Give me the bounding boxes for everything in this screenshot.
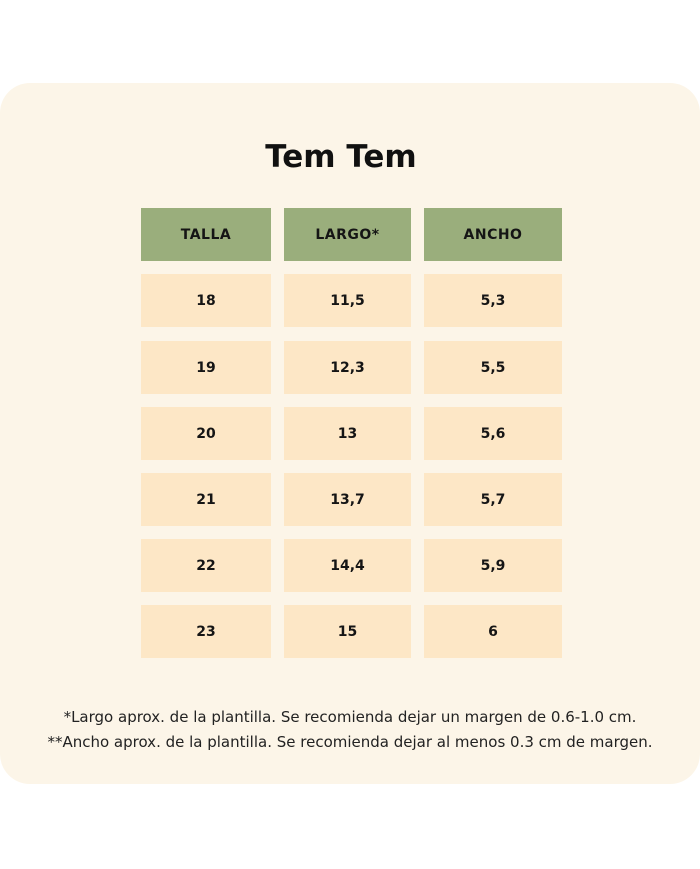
- cell-talla: 23: [141, 605, 271, 658]
- cell-talla: 18: [141, 274, 271, 327]
- size-chart-card: Tem Tem TALLA LARGO* ANCHO 18 11,5 5,3 1…: [0, 83, 700, 784]
- cell-ancho: 5,3: [424, 274, 562, 327]
- cell-ancho: 5,7: [424, 473, 562, 526]
- cell-talla: 20: [141, 407, 271, 460]
- cell-ancho: 5,5: [424, 341, 562, 394]
- cell-ancho: 5,6: [424, 407, 562, 460]
- footnote-ancho: **Ancho aprox. de la plantilla. Se recom…: [47, 733, 653, 751]
- footnotes: *Largo aprox. de la plantilla. Se recomi…: [0, 705, 700, 755]
- cell-largo: 11,5: [284, 274, 411, 327]
- cell-talla: 22: [141, 539, 271, 592]
- cell-ancho: 5,9: [424, 539, 562, 592]
- chart-title: Tem Tem: [265, 139, 417, 175]
- header-talla: TALLA: [141, 208, 271, 261]
- cell-largo: 13,7: [284, 473, 411, 526]
- cell-largo: 14,4: [284, 539, 411, 592]
- cell-ancho: 6: [424, 605, 562, 658]
- header-ancho: ANCHO: [424, 208, 562, 261]
- cell-largo: 12,3: [284, 341, 411, 394]
- cell-talla: 19: [141, 341, 271, 394]
- footnote-largo: *Largo aprox. de la plantilla. Se recomi…: [63, 708, 637, 726]
- cell-talla: 21: [141, 473, 271, 526]
- cell-largo: 13: [284, 407, 411, 460]
- cell-largo: 15: [284, 605, 411, 658]
- header-largo: LARGO*: [284, 208, 411, 261]
